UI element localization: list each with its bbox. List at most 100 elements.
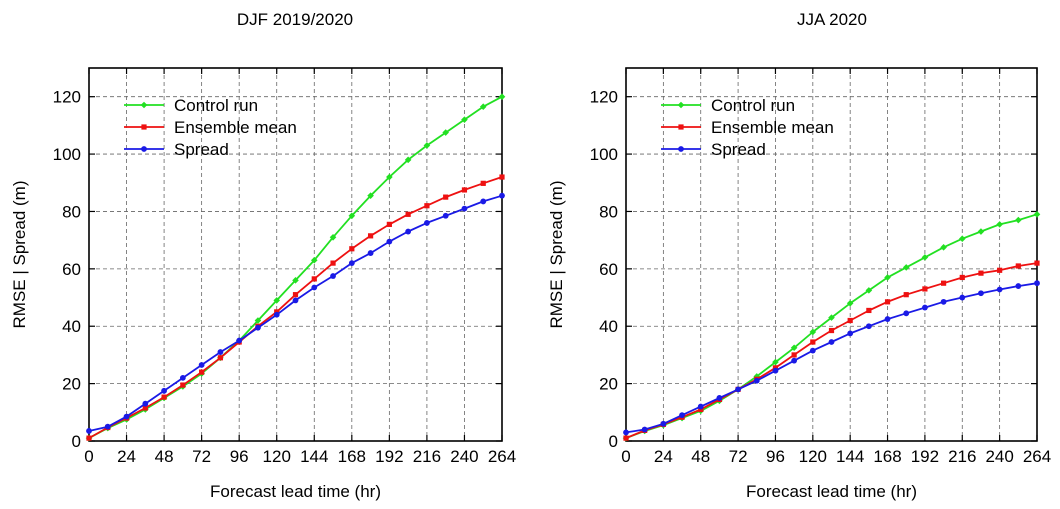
data-point-spread bbox=[461, 205, 468, 212]
x-tick-label: 264 bbox=[488, 447, 516, 466]
data-point-ensemble-mean bbox=[499, 174, 505, 180]
data-point-spread bbox=[161, 387, 167, 394]
data-point-control-run bbox=[1015, 216, 1022, 224]
data-point-control-run bbox=[479, 103, 487, 111]
data-point-spread bbox=[791, 357, 798, 364]
data-point-spread bbox=[480, 198, 487, 205]
x-tick-label: 144 bbox=[300, 447, 328, 466]
chart-panel-djf: DJF 2019/2020 0 24 48 72 96 120 144 168 192 216 240… bbox=[10, 10, 516, 501]
data-point-control-run bbox=[846, 299, 854, 307]
legend-marker-ensemble-mean bbox=[141, 124, 147, 130]
x-tick-label: 264 bbox=[1023, 447, 1051, 466]
data-point-control-run bbox=[996, 221, 1003, 228]
data-point-ensemble-mean bbox=[443, 194, 449, 200]
data-point-spread bbox=[772, 367, 779, 374]
data-point-spread bbox=[273, 311, 280, 318]
data-point-spread bbox=[142, 400, 149, 407]
x-tick-label: 48 bbox=[155, 447, 174, 466]
data-point-control-run bbox=[884, 274, 891, 281]
y-tick-label: 80 bbox=[62, 202, 81, 221]
legend-marker-ensemble-mean bbox=[678, 124, 684, 130]
data-point-spread bbox=[1015, 283, 1022, 289]
data-point-ensemble-mean bbox=[86, 435, 92, 441]
y-tick-label: 20 bbox=[599, 375, 618, 394]
data-point-spread bbox=[865, 323, 872, 330]
data-point-ensemble-mean bbox=[424, 203, 430, 209]
data-point-control-run bbox=[348, 212, 356, 220]
data-point-spread bbox=[753, 377, 760, 384]
y-tick-label: 40 bbox=[599, 317, 618, 336]
data-point-ensemble-mean bbox=[349, 246, 355, 252]
data-point-spread bbox=[386, 238, 393, 245]
data-point-ensemble-mean bbox=[161, 394, 167, 400]
data-point-ensemble-mean bbox=[330, 260, 336, 266]
data-point-control-run bbox=[329, 233, 337, 241]
data-point-control-run bbox=[461, 116, 468, 123]
data-point-ensemble-mean bbox=[623, 435, 629, 441]
data-point-ensemble-mean bbox=[940, 280, 947, 286]
data-point-control-run bbox=[902, 264, 910, 271]
legend-label-ensemble-mean: Ensemble mean bbox=[174, 118, 297, 137]
legend-label-control-run: Control run bbox=[711, 96, 795, 115]
data-point-spread bbox=[424, 220, 430, 226]
x-tick-label: 240 bbox=[985, 447, 1013, 466]
data-point-spread bbox=[884, 316, 891, 322]
series-line-spread bbox=[88, 194, 503, 432]
data-point-ensemble-mean bbox=[480, 180, 486, 186]
x-tick-label: 168 bbox=[873, 447, 901, 466]
x-tick-label: 240 bbox=[450, 447, 478, 466]
data-point-ensemble-mean bbox=[142, 405, 148, 411]
data-point-ensemble-mean bbox=[405, 211, 411, 217]
y-tick-label: 100 bbox=[590, 145, 618, 164]
plot-frame bbox=[88, 67, 503, 442]
plot-frame bbox=[625, 67, 1038, 442]
data-point-spread bbox=[255, 324, 261, 331]
data-point-spread bbox=[123, 413, 130, 420]
data-point-control-run bbox=[865, 287, 873, 294]
legend-marker-spread bbox=[678, 146, 684, 152]
data-point-ensemble-mean bbox=[199, 369, 205, 375]
data-point-control-run bbox=[386, 173, 393, 181]
y-tick-label: 0 bbox=[609, 432, 618, 451]
x-tick-label: 144 bbox=[836, 447, 864, 466]
x-tick-label: 216 bbox=[948, 447, 976, 466]
data-point-ensemble-mean bbox=[180, 382, 186, 388]
data-point-control-run bbox=[958, 235, 966, 243]
data-point-spread bbox=[348, 260, 355, 267]
legend-label-spread: Spread bbox=[711, 140, 766, 159]
data-point-spread bbox=[996, 286, 1003, 293]
data-point-ensemble-mean bbox=[367, 233, 374, 239]
data-point-spread bbox=[940, 298, 947, 305]
data-point-ensemble-mean bbox=[311, 276, 317, 282]
y-tick-label: 60 bbox=[599, 260, 618, 279]
data-point-spread bbox=[623, 429, 629, 436]
x-tick-label: 72 bbox=[729, 447, 748, 466]
chart-title: DJF 2019/2020 bbox=[237, 10, 353, 29]
chart-panel-jja: JJA 2020 0 24 48 72 96 120 144 168 192 216 240 264 0 2… bbox=[547, 10, 1051, 501]
data-point-control-run bbox=[828, 314, 835, 321]
legend-label-spread: Spread bbox=[174, 140, 229, 159]
data-point-spread bbox=[735, 386, 741, 393]
data-point-spread bbox=[903, 310, 910, 317]
data-point-ensemble-mean bbox=[828, 327, 835, 334]
data-point-ensemble-mean bbox=[1034, 260, 1040, 266]
data-point-ensemble-mean bbox=[217, 355, 224, 361]
data-point-control-run bbox=[498, 93, 506, 100]
data-point-spread bbox=[236, 337, 243, 344]
chart-title: JJA 2020 bbox=[797, 10, 867, 29]
x-tick-label: 120 bbox=[263, 447, 291, 466]
x-tick-label: 48 bbox=[691, 447, 710, 466]
data-point-spread bbox=[847, 330, 854, 337]
data-point-ensemble-mean bbox=[903, 292, 909, 298]
data-point-ensemble-mean bbox=[922, 286, 928, 292]
y-tick-label: 120 bbox=[53, 88, 81, 107]
data-point-control-run bbox=[442, 129, 449, 136]
data-point-spread bbox=[198, 362, 205, 368]
x-tick-label: 120 bbox=[799, 447, 827, 466]
data-point-spread bbox=[697, 403, 704, 410]
data-point-ensemble-mean bbox=[1015, 263, 1021, 269]
data-point-ensemble-mean bbox=[884, 299, 891, 305]
x-tick-label: 168 bbox=[338, 447, 366, 466]
data-point-ensemble-mean bbox=[386, 221, 392, 227]
